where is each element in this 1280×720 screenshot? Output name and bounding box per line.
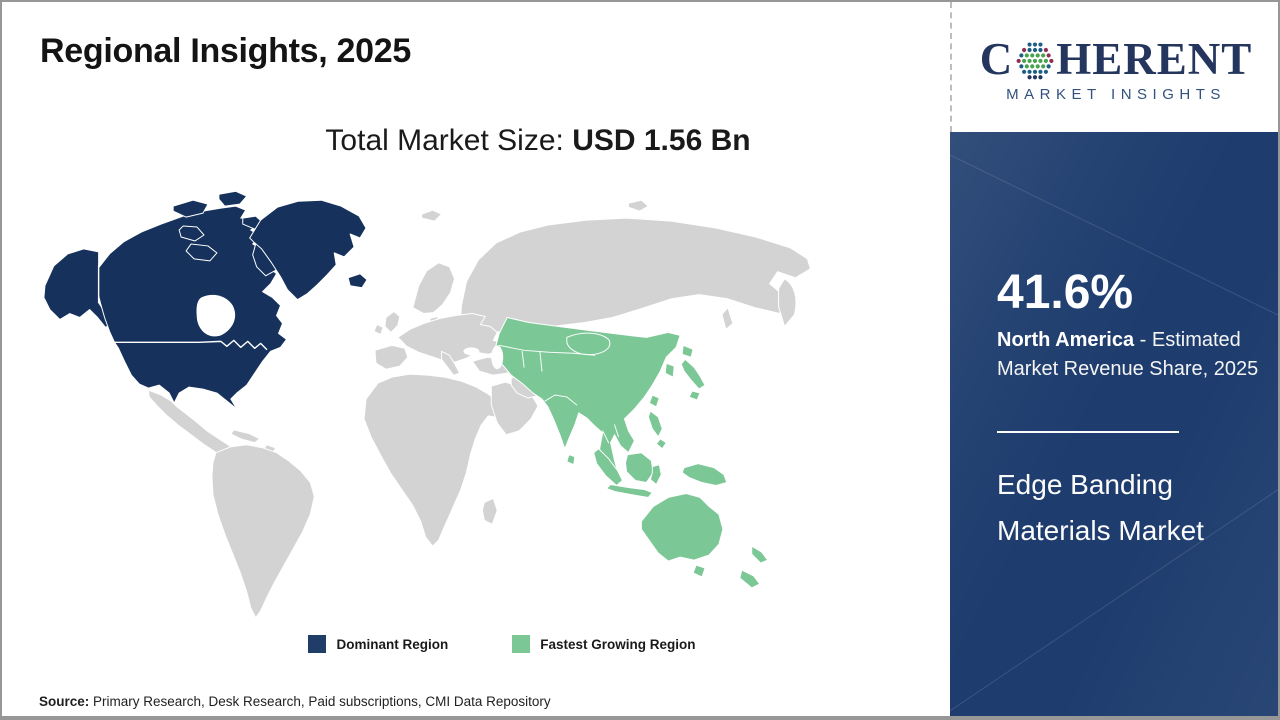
region-north-america	[43, 190, 368, 410]
legend: Dominant Region Fastest Growing Region	[28, 635, 976, 653]
logo-wordmark: C HERENT	[980, 37, 1253, 82]
legend-item-fastest: Fastest Growing Region	[512, 635, 696, 653]
sidebar-texture-line	[950, 405, 1278, 716]
fastest-region-label: Fastest Growing Region	[540, 636, 696, 652]
logo-word-post: HERENT	[1056, 34, 1253, 84]
sidebar-panel: 41.6% North America - Estimated Market R…	[950, 132, 1278, 716]
divider-rule	[997, 431, 1179, 433]
logo: C HERENT MARKET INSIGHTS	[950, 2, 1278, 132]
share-description: North America - Estimated Market Revenue…	[997, 326, 1263, 383]
source-note: Source: Primary Research, Desk Research,…	[39, 694, 551, 709]
main-area: Regional Insights, 2025 Total Market Siz…	[2, 2, 950, 716]
share-region: North America	[997, 329, 1135, 351]
source-text: Primary Research, Desk Research, Paid su…	[89, 694, 551, 709]
share-desc-rest: - Estimated Market Revenue Share, 2025	[997, 329, 1259, 380]
dominant-region-label: Dominant Region	[336, 636, 449, 652]
legend-item-dominant: Dominant Region	[308, 635, 448, 653]
share-value: 41.6%	[997, 266, 1134, 319]
world-map	[32, 185, 877, 622]
source-label: Source:	[39, 694, 90, 709]
fastest-region-swatch	[512, 635, 531, 653]
logo-word-pre: C	[979, 34, 1014, 84]
market-size-subtitle: Total Market Size: USD 1.56 Bn	[64, 124, 1012, 158]
page-title: Regional Insights, 2025	[40, 32, 411, 70]
region-asia-pacific	[494, 317, 769, 589]
logo-globe-icon	[1016, 41, 1054, 79]
dominant-region-swatch	[308, 635, 327, 653]
market-name: Edge Banding Materials Market	[997, 469, 1204, 546]
logo-tagline: MARKET INSIGHTS	[1006, 86, 1226, 103]
market-size-label: Total Market Size:	[325, 124, 573, 157]
market-size-value: USD 1.56 Bn	[572, 124, 751, 157]
